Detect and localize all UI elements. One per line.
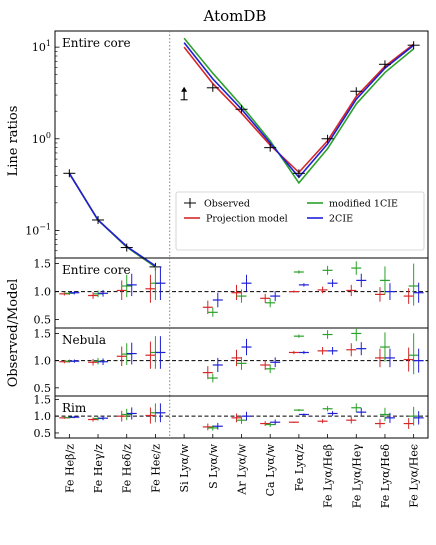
figure-title: AtomDB — [203, 7, 267, 25]
y-tick-label: 0.5 — [34, 427, 52, 440]
series-line-2cie — [183, 42, 415, 179]
y-tick-label: 100 — [32, 131, 51, 146]
x-tick-label: Si Lyα/w — [178, 443, 191, 492]
series-line-projection-model — [68, 172, 156, 268]
x-tick-label: Fe Heβ/z — [63, 444, 76, 493]
legend-label-2cie: 2CIE — [329, 214, 353, 225]
panel-label-main: Entire core — [62, 36, 131, 50]
panel-label: Rim — [62, 401, 87, 415]
y-tick-label: 101 — [32, 39, 51, 54]
y-tick-label: 1.0 — [34, 355, 52, 368]
panel-label: Nebula — [62, 333, 106, 347]
y-tick-label: 1.0 — [34, 410, 52, 423]
x-tick-label: Fe Heγ/z — [92, 444, 105, 493]
shared-ylabel: Observed/Model — [6, 279, 21, 388]
main-ylabel: Line ratios — [6, 106, 21, 177]
y-tick-label: 1.5 — [34, 327, 52, 340]
y-tick-label: 10−1 — [25, 222, 51, 237]
x-tick-label: Ca Lyα/w — [264, 443, 277, 496]
x-tick-label: Ar Lyα/w — [236, 443, 249, 495]
y-tick-label: 0.5 — [34, 382, 52, 395]
y-tick-label: 0.5 — [34, 314, 52, 327]
x-tick-label: Fe Heδ/z — [121, 444, 134, 493]
series-line-modified-1cie — [68, 172, 156, 268]
plot-layer: 10−1 100 101 Entire core Observed Projection … — [25, 30, 429, 509]
x-tick-label: Fe Lyα/Heγ — [350, 444, 363, 509]
panel-label: Entire core — [62, 263, 131, 277]
x-tick-label: Fe Lyα/z — [293, 444, 306, 491]
legend-label-observed: Observed — [204, 199, 250, 210]
legend-label-projection-model: Projection model — [206, 214, 288, 225]
y-tick-label: 1.0 — [34, 286, 52, 299]
x-tick-label: Fe Lyα/Heδ — [379, 444, 392, 509]
observed-upper-limit-arrow — [181, 86, 188, 92]
series-line-projection-model — [183, 43, 415, 174]
y-tick-label: 1.5 — [34, 393, 52, 406]
series-line-modified-1cie — [183, 37, 415, 185]
x-tick-label: Fe Heϵ/z — [149, 444, 162, 493]
x-tick-label: Fe Lyα/Heϵ — [408, 444, 421, 508]
legend-box — [175, 191, 425, 251]
y-tick-label: 1.5 — [34, 258, 52, 271]
series-line-2cie — [68, 172, 156, 267]
x-tick-label: Fe Lyα/Heβ — [322, 444, 335, 508]
x-tick-label: S Lyα/w — [207, 443, 220, 488]
legend-label-modified-1cie: modified 1CIE — [329, 199, 398, 210]
